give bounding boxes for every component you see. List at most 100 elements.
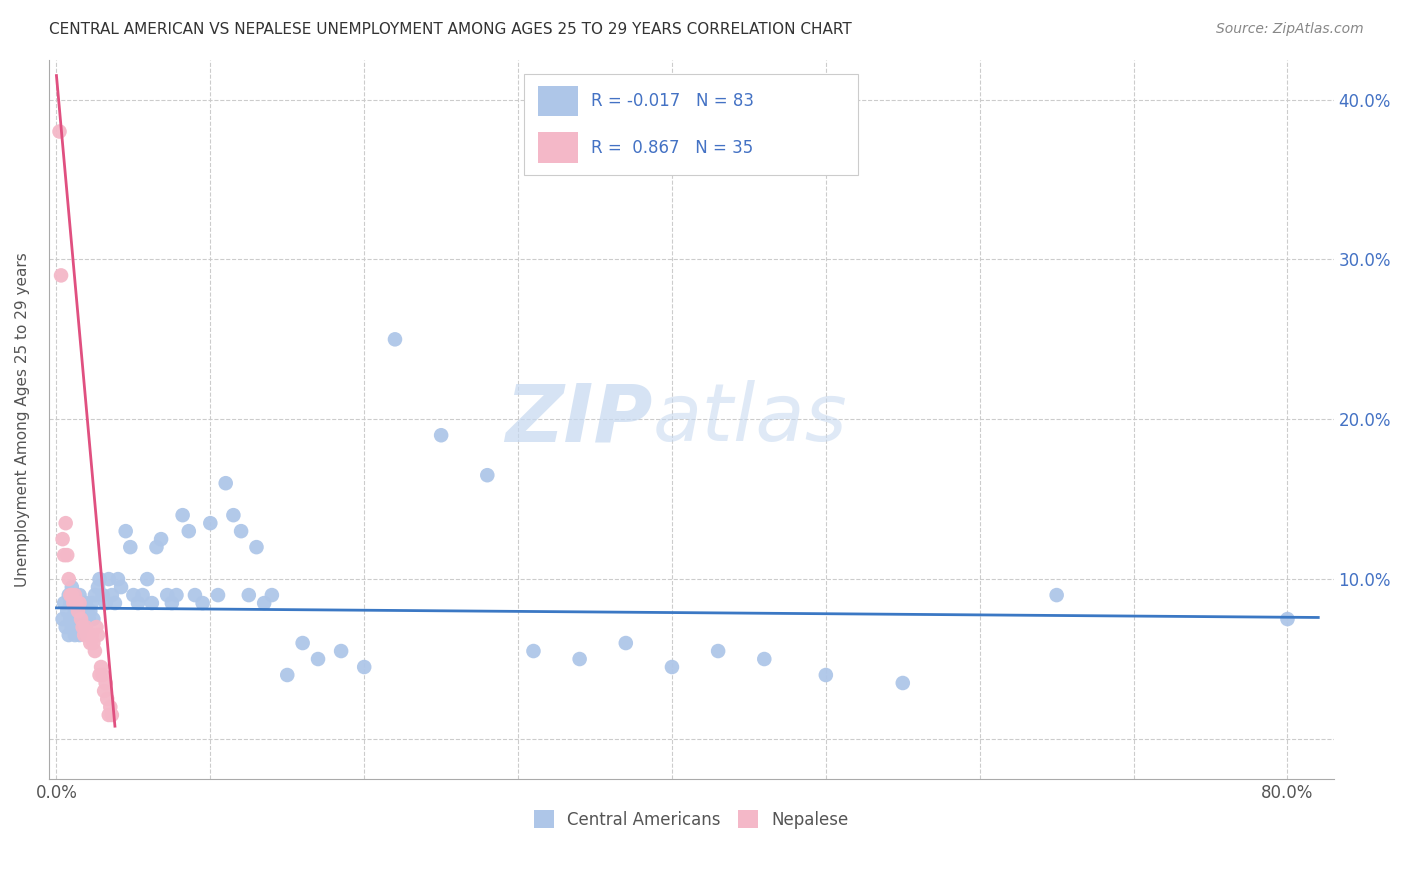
Point <box>56 604 79 618</box>
Point <box>131 588 153 602</box>
Point <box>891 676 914 690</box>
Point <box>80 596 103 610</box>
Point <box>69 596 91 610</box>
Point <box>172 508 194 523</box>
Point <box>89 572 111 586</box>
Point <box>59 596 82 610</box>
Point <box>97 708 120 723</box>
Point <box>80 628 103 642</box>
Point <box>160 596 183 610</box>
Point <box>384 332 406 346</box>
Point <box>276 668 298 682</box>
Point <box>87 628 110 642</box>
Point <box>52 612 75 626</box>
Point <box>200 516 222 531</box>
Point <box>62 596 84 610</box>
Point <box>245 540 267 554</box>
Point <box>60 588 83 602</box>
Point <box>98 700 121 714</box>
Point <box>89 668 111 682</box>
Point <box>222 508 245 523</box>
Point <box>91 668 114 682</box>
Point <box>145 540 167 554</box>
Point <box>707 644 730 658</box>
Point <box>66 620 89 634</box>
Point <box>238 588 260 602</box>
Point <box>94 596 117 610</box>
Point <box>63 604 86 618</box>
Point <box>62 596 84 610</box>
Point <box>79 604 101 618</box>
Point <box>96 692 118 706</box>
Point <box>75 596 97 610</box>
Point <box>114 524 136 538</box>
Point <box>330 644 353 658</box>
Point <box>156 588 179 602</box>
Point <box>104 596 127 610</box>
Point <box>70 612 93 626</box>
Point <box>120 540 142 554</box>
Point <box>82 636 104 650</box>
Point <box>58 588 80 602</box>
Y-axis label: Unemployment Among Ages 25 to 29 years: Unemployment Among Ages 25 to 29 years <box>15 252 30 587</box>
Point <box>110 580 132 594</box>
Point <box>63 628 86 642</box>
Point <box>75 620 97 634</box>
Point <box>291 636 314 650</box>
Point <box>1277 612 1299 626</box>
Text: ZIP: ZIP <box>505 380 652 458</box>
Point <box>353 660 375 674</box>
Point <box>48 124 70 138</box>
Point <box>76 628 98 642</box>
Point <box>82 612 104 626</box>
Point <box>84 588 107 602</box>
Point <box>177 524 200 538</box>
Point <box>150 532 173 546</box>
Text: Source: ZipAtlas.com: Source: ZipAtlas.com <box>1216 22 1364 37</box>
Point <box>814 668 837 682</box>
Point <box>94 676 117 690</box>
Point <box>58 628 80 642</box>
Point <box>70 612 93 626</box>
Point <box>58 572 80 586</box>
Point <box>91 588 114 602</box>
Point <box>69 628 91 642</box>
Point <box>477 468 499 483</box>
Point <box>661 660 683 674</box>
Point <box>66 604 89 618</box>
Point <box>522 644 544 658</box>
Point <box>49 268 72 283</box>
Point <box>614 636 637 650</box>
Point <box>55 516 77 531</box>
Point <box>101 708 124 723</box>
Point <box>84 644 107 658</box>
Point <box>86 620 108 634</box>
Point <box>65 596 87 610</box>
Point <box>72 620 94 634</box>
Point <box>87 580 110 594</box>
Point <box>97 572 120 586</box>
Point <box>253 596 276 610</box>
Point <box>229 524 252 538</box>
Point <box>90 660 112 674</box>
Legend: Central Americans, Nepalese: Central Americans, Nepalese <box>527 804 855 835</box>
Point <box>260 588 283 602</box>
Point <box>73 628 96 642</box>
Point <box>127 596 149 610</box>
Point <box>60 580 83 594</box>
Point <box>215 476 238 491</box>
Point <box>65 596 87 610</box>
Point <box>754 652 776 666</box>
Point <box>166 588 188 602</box>
Point <box>141 596 163 610</box>
Point <box>79 636 101 650</box>
Point <box>60 620 83 634</box>
Point <box>191 596 214 610</box>
Point <box>101 588 124 602</box>
Point <box>93 684 115 698</box>
Text: atlas: atlas <box>652 380 848 458</box>
Point <box>53 596 76 610</box>
Point <box>55 620 77 634</box>
Point <box>77 628 100 642</box>
Text: CENTRAL AMERICAN VS NEPALESE UNEMPLOYMENT AMONG AGES 25 TO 29 YEARS CORRELATION : CENTRAL AMERICAN VS NEPALESE UNEMPLOYMEN… <box>49 22 852 37</box>
